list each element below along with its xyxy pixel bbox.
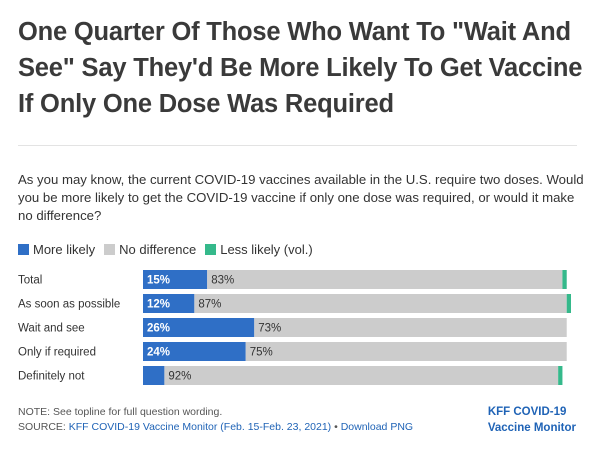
legend-item-no-difference: No difference — [104, 242, 196, 257]
legend-label-more-likely: More likely — [33, 241, 96, 257]
legend-label-no-difference: No difference — [119, 241, 197, 257]
bar-more-likely-total — [143, 270, 208, 289]
chart-svg: Total 15% 83% As soon as possible 12% 87% Wait… — [18, 270, 571, 385]
stacked-bar-chart: Total 15% 83% As soon as possible 12% 87% Wait… — [0, 266, 600, 396]
data-label-no-difference-wait-and-see: 73% — [258, 323, 281, 335]
legend-swatch-less-likely — [205, 243, 217, 255]
legend-label-less-likely: Less likely (vol.) — [220, 241, 313, 257]
kff-brand-logo[interactable]: KFF COVID-19 Vaccine Monitor — [488, 404, 576, 436]
chart-title: One Quarter Of Those Who Want To "Wait A… — [18, 18, 583, 118]
category-label-total: Total — [18, 275, 42, 287]
survey-question: As you may know, the current COVID-19 va… — [18, 172, 584, 223]
data-label-no-difference-total: 83% — [211, 275, 234, 287]
bar-no-difference-total — [207, 270, 563, 289]
bar-more-likely-definitely-not — [143, 366, 165, 385]
bar-more-likely-as-soon-as-possible — [143, 294, 195, 313]
bar-no-difference-definitely-not — [164, 366, 559, 385]
data-label-no-difference-definitely-not: 92% — [168, 371, 191, 383]
category-label-wait-and-see: Wait and see — [18, 323, 85, 335]
bar-more-likely-wait-and-see — [143, 318, 255, 337]
chart-footer: NOTE: See topline for full question word… — [18, 405, 413, 435]
legend-item-less-likely: Less likely (vol.) — [205, 241, 313, 257]
source-separator: • — [331, 421, 341, 433]
bar-more-likely-only-if-required — [143, 342, 246, 361]
chart-legend: More likely No difference Less likely (v… — [18, 241, 322, 257]
bar-no-difference-wait-and-see — [254, 318, 567, 337]
bar-less-likely-vol-as-soon-as-possible — [566, 294, 571, 313]
brand-line-2: Vaccine Monitor — [487, 422, 576, 434]
legend-swatch-more-likely — [18, 243, 29, 255]
category-label-definitely-not: Definitely not — [18, 371, 85, 383]
footer-source: SOURCE: KFF COVID-19 Vaccine Monitor (Fe… — [18, 420, 413, 435]
bar-no-difference-as-soon-as-possible — [194, 294, 567, 313]
source-link[interactable]: KFF COVID-19 Vaccine Monitor (Feb. 15-Fe… — [68, 421, 332, 433]
data-label-no-difference-only-if-required: 75% — [250, 347, 273, 359]
legend-item-more-likely: More likely — [18, 242, 95, 257]
footer-note: NOTE: See topline for full question word… — [18, 406, 223, 418]
category-label-as-soon-as-possible: As soon as possible — [18, 299, 120, 311]
title-divider — [18, 145, 577, 146]
data-label-more-likely-total: 15% — [147, 275, 170, 287]
brand-line-1: KFF COVID-19 — [487, 406, 567, 418]
bar-no-difference-only-if-required — [245, 342, 567, 361]
data-label-no-difference-as-soon-as-possible: 87% — [198, 299, 221, 311]
source-prefix: SOURCE: — [18, 421, 69, 433]
data-label-more-likely-as-soon-as-possible: 12% — [147, 299, 170, 311]
legend-swatch-no-difference — [104, 243, 116, 255]
data-label-more-likely-only-if-required: 24% — [147, 347, 170, 359]
category-label-only-if-required: Only if required — [18, 347, 96, 359]
data-label-more-likely-wait-and-see: 26% — [147, 323, 170, 335]
bar-less-likely-vol-total — [562, 270, 567, 289]
bar-less-likely-vol-definitely-not — [558, 366, 563, 385]
download-png-link[interactable]: Download PNG — [340, 421, 414, 433]
